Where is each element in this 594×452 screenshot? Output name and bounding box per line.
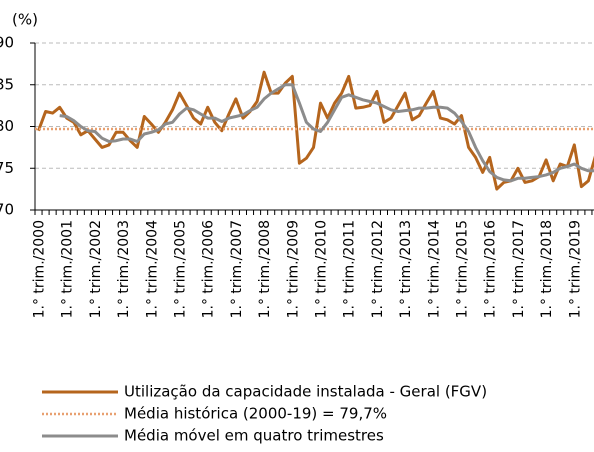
- x-tick-label: 1.° trim./2015: [455, 220, 471, 318]
- x-tick-label: 1.° trim./2011: [342, 220, 358, 318]
- x-tick-label: 1.° trim./2009: [285, 220, 301, 318]
- x-tick-label: 1.° trim./2003: [116, 220, 132, 318]
- legend-label: Média histórica (2000-19) = 79,7%: [124, 405, 387, 423]
- x-tick-label: 1.° trim./2001: [60, 220, 76, 318]
- x-tick-label: 1.° trim./2000: [32, 220, 48, 318]
- y-unit-label: (%): [12, 11, 38, 29]
- x-tick-label: 1.° trim./2007: [229, 220, 245, 318]
- x-tick-label: 1.° trim./2018: [539, 220, 555, 318]
- series-line: [59, 83, 594, 183]
- x-tick-label: 1.° trim./2016: [483, 220, 499, 318]
- x-tick-label: 1.° trim./2013: [398, 220, 414, 318]
- y-tick-label: 80: [0, 117, 14, 135]
- y-tick-label: 70: [0, 201, 14, 219]
- x-tick-label: 1.° trim./2010: [314, 220, 330, 318]
- x-tick-label: 1.° trim./2006: [201, 220, 217, 318]
- legend-label: Média móvel em quatro trimestres: [124, 427, 384, 445]
- x-tick-label: 1.° trim./2014: [426, 220, 442, 318]
- series-line: [37, 70, 594, 191]
- y-tick-label: 90: [0, 34, 14, 52]
- x-tick-label: 1.° trim./2002: [88, 220, 104, 318]
- x-tick-label: 1.° trim./2005: [173, 220, 189, 318]
- x-tick-label: 1.° trim./2017: [511, 220, 527, 318]
- y-tick-label: 75: [0, 159, 14, 177]
- x-tick-label: 1.° trim./2019: [567, 220, 583, 318]
- y-tick-label: 85: [0, 75, 14, 93]
- legend-label: Utilização da capacidade instalada - Ger…: [124, 383, 487, 401]
- x-tick-label: 1.° trim./2008: [257, 220, 273, 318]
- x-tick-label: 1.° trim./2012: [370, 220, 386, 318]
- x-tick-label: 1.° trim./2004: [144, 220, 160, 318]
